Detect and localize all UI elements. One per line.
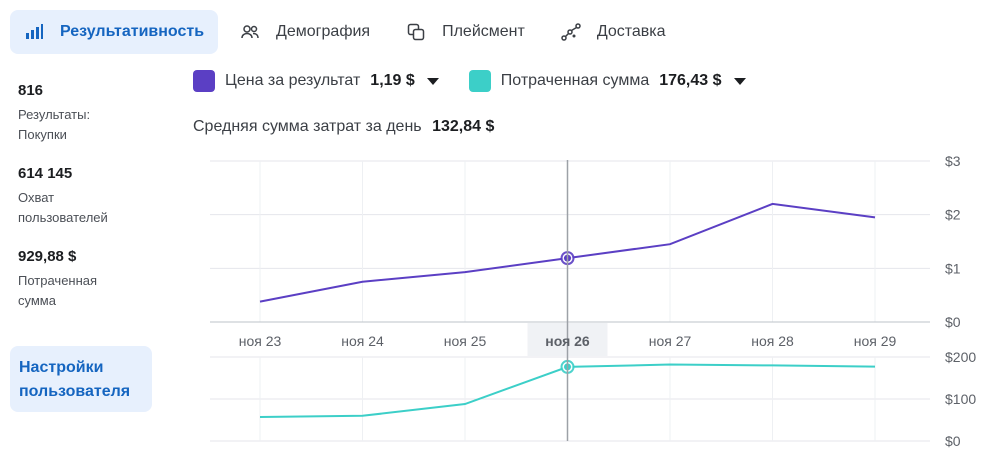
x-tick-label: ноя 25 (444, 333, 487, 349)
legend-amount-spent-value: 176,43 $ (659, 72, 722, 89)
y-tick-label: $2 (945, 207, 961, 223)
tab-bar: Результативность Демография Плейсмент До… (10, 10, 688, 54)
tab-demographics[interactable]: Демография (226, 10, 384, 54)
y-tick-label: $3 (945, 153, 961, 169)
x-tick-label: ноя 29 (854, 333, 897, 349)
tab-delivery[interactable]: Доставка (547, 10, 680, 54)
stat-results: 816 Результаты: Покупки (18, 82, 158, 145)
tab-delivery-label: Доставка (596, 23, 666, 40)
x-tick-label: ноя 27 (649, 333, 692, 349)
average-daily-spend-value: 132,84 $ (432, 118, 495, 135)
tab-placement[interactable]: Плейсмент (392, 10, 539, 54)
y-tick-label: $100 (945, 391, 976, 407)
stats-panel: 816 Результаты: Покупки 614 145 Охват по… (18, 82, 158, 331)
stat-results-value: 816 (18, 82, 44, 99)
tab-demographics-label: Демография (276, 23, 371, 40)
stat-reach-value: 614 145 (18, 165, 73, 182)
stat-spent-label: Потраченная сумма (18, 273, 98, 308)
user-settings-button[interactable]: Настройки пользователя (10, 346, 152, 412)
stat-reach-label: Охват пользователей (18, 190, 108, 225)
y-tick-label: $0 (945, 314, 961, 330)
legend-amount-spent[interactable]: Потраченная сумма 176,43 $ (468, 70, 746, 92)
bar-chart-icon (24, 22, 44, 42)
legend-cost-per-result[interactable]: Цена за результат 1,19 $ (193, 70, 439, 92)
y-tick-label: $1 (945, 260, 961, 276)
placement-icon (406, 22, 426, 42)
stat-results-label: Результаты: Покупки (18, 107, 91, 142)
tab-performance-label: Результативность (60, 23, 205, 40)
chevron-down-icon[interactable] (733, 77, 746, 85)
y-tick-label: $0 (945, 433, 961, 449)
tab-placement-label: Плейсмент (442, 23, 525, 40)
delivery-icon (561, 22, 581, 42)
legend-cost-per-result-value: 1,19 $ (370, 72, 415, 89)
legend-swatch-teal (468, 70, 491, 92)
legend-amount-spent-name: Потраченная сумма (500, 72, 650, 89)
legend-swatch-purple (193, 70, 215, 92)
x-tick-label: ноя 24 (341, 333, 384, 349)
average-daily-spend: Средняя сумма затрат за день 132,84 $ (193, 118, 494, 136)
legend-cost-per-result-name: Цена за результат (225, 72, 361, 89)
x-tick-label: ноя 28 (751, 333, 794, 349)
average-daily-spend-label: Средняя сумма затрат за день (193, 118, 422, 135)
stat-reach: 614 145 Охват пользователей (18, 165, 158, 228)
tab-performance[interactable]: Результативность (10, 10, 219, 54)
x-tick-label: ноя 23 (239, 333, 282, 349)
stat-spent-value: 929,88 $ (18, 248, 77, 265)
y-tick-label: $200 (945, 349, 976, 365)
people-icon (240, 22, 260, 42)
chevron-down-icon[interactable] (426, 77, 439, 85)
x-tick-label: ноя 26 (545, 333, 590, 349)
stat-spent: 929,88 $ Потраченная сумма (18, 248, 158, 311)
chart-legend: Цена за результат 1,19 $ Потраченная сум… (193, 70, 776, 92)
